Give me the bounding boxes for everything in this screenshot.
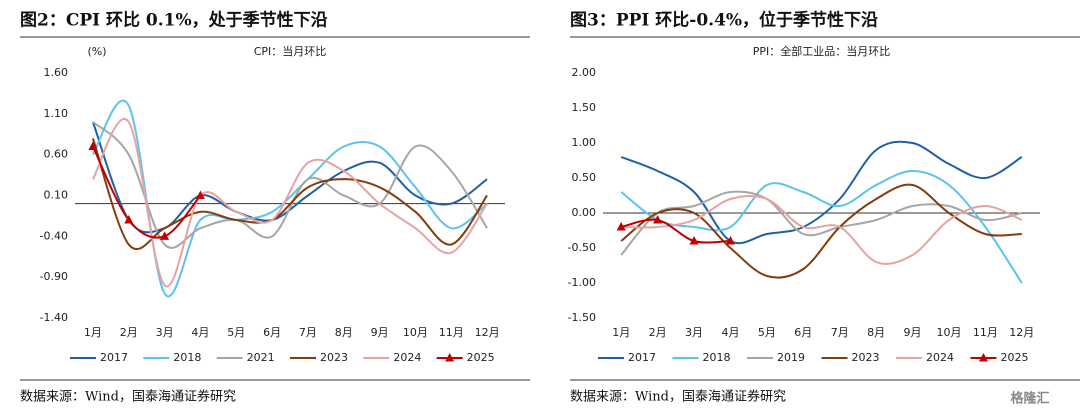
point-marker <box>124 215 134 224</box>
legend-label: 2021 <box>247 351 275 364</box>
x-tick-label: 8月 <box>867 326 885 339</box>
chart-title: 图2：CPI 环比 0.1%，处于季节性下沿 <box>20 10 328 31</box>
chart-title: 图3：PPI 环比-0.4%，位于季节性下沿 <box>570 10 878 31</box>
x-tick-label: 11月 <box>439 326 464 339</box>
y-tick-label: 1.60 <box>44 66 69 79</box>
y-tick-label: -0.50 <box>568 241 596 254</box>
series-line <box>92 121 488 249</box>
legend-label: 2024 <box>393 351 421 364</box>
series-line <box>620 140 1023 245</box>
x-tick-label: 3月 <box>156 326 174 339</box>
x-tick-label: 1月 <box>84 326 102 339</box>
legend-label: 2018 <box>703 351 731 364</box>
x-tick-label: 3月 <box>685 326 703 339</box>
series-line <box>91 138 488 251</box>
legend-label: 2023 <box>320 351 348 364</box>
series-line <box>620 218 731 244</box>
y-tick-label: 0.50 <box>572 171 597 184</box>
x-tick-label: 7月 <box>299 326 317 339</box>
x-tick-label: 11月 <box>973 326 998 339</box>
x-tick-label: 4月 <box>721 326 739 339</box>
y-tick-label: 1.00 <box>572 136 597 149</box>
x-tick-label: 6月 <box>794 326 812 339</box>
series-line <box>620 190 1023 256</box>
x-tick-label: 6月 <box>263 326 281 339</box>
legend-marker <box>979 353 988 362</box>
subtitle: PPI：全部工业品：当月环比 <box>753 44 891 58</box>
y-tick-label: -0.90 <box>40 270 68 283</box>
y-tick-label: 1.50 <box>572 101 597 114</box>
legend-label: 2025 <box>467 351 495 364</box>
y-tick-label: 0.00 <box>572 206 597 219</box>
point-marker <box>88 141 98 150</box>
point-marker <box>160 231 170 240</box>
point-marker <box>616 222 626 231</box>
y-tick-label: -1.00 <box>568 276 596 289</box>
series-line <box>620 169 1023 284</box>
legend-label: 2024 <box>926 351 954 364</box>
point-marker <box>725 236 735 245</box>
x-tick-label: 10月 <box>403 326 428 339</box>
x-tick-label: 9月 <box>904 326 922 339</box>
y-tick-label: 1.10 <box>44 107 69 120</box>
x-tick-label: 4月 <box>191 326 209 339</box>
source: 数据来源：Wind，国泰海通证券研究 <box>570 389 786 405</box>
x-tick-label: 5月 <box>227 326 245 339</box>
point-marker <box>653 215 663 224</box>
subtitle: CPI：当月环比 <box>254 44 327 58</box>
x-tick-label: 2月 <box>649 326 667 339</box>
x-tick-label: 10月 <box>936 326 961 339</box>
point-marker <box>195 190 205 199</box>
legend-marker <box>445 353 455 362</box>
x-tick-label: 1月 <box>612 326 630 339</box>
watermark: 格隆汇 <box>1010 391 1049 407</box>
x-tick-label: 12月 <box>475 326 500 339</box>
legend-label: 2023 <box>852 351 880 364</box>
y-tick-label: -1.50 <box>568 311 596 324</box>
x-tick-label: 12月 <box>1009 326 1034 339</box>
legend-label: 2025 <box>1001 351 1029 364</box>
legend-label: 2019 <box>777 351 805 364</box>
source: 数据来源：Wind，国泰海通证券研究 <box>20 389 236 405</box>
y-tick-label: 0.60 <box>44 148 69 161</box>
series-line <box>92 99 488 298</box>
y-tick-label: -1.40 <box>40 311 68 324</box>
legend-label: 2018 <box>173 351 201 364</box>
x-tick-label: 2月 <box>120 326 138 339</box>
legend-label: 2017 <box>628 351 656 364</box>
y-unit: (%) <box>87 45 106 58</box>
y-tick-label: -0.40 <box>40 229 68 242</box>
series-line <box>92 146 202 239</box>
y-tick-label: 0.10 <box>44 189 69 202</box>
x-tick-label: 7月 <box>831 326 849 339</box>
series-line <box>92 118 488 288</box>
legend-label: 2017 <box>100 351 128 364</box>
y-tick-label: 2.00 <box>572 66 597 79</box>
x-tick-label: 9月 <box>371 326 389 339</box>
series-line <box>621 194 1023 265</box>
x-tick-label: 5月 <box>758 326 776 339</box>
series-line <box>620 183 1022 279</box>
point-marker <box>689 236 699 245</box>
x-tick-label: 8月 <box>335 326 353 339</box>
